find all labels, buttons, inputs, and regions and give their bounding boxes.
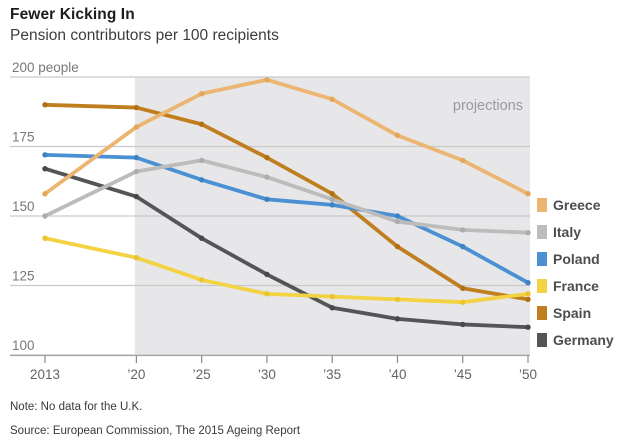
- line-poland: [42, 152, 531, 286]
- marker-poland: [42, 152, 48, 158]
- line-france: [42, 235, 531, 305]
- legend-swatch-greece: [537, 197, 547, 212]
- chart-header: Fewer Kicking In Pension contributors pe…: [10, 6, 279, 45]
- legend-item-france: France: [537, 277, 614, 294]
- pension-line-chart: 100 125 150 175 200 people projections 2013 ’20…: [10, 60, 537, 382]
- marker-france: [460, 299, 466, 305]
- chart-subtitle: Pension contributors per 100 recipients: [10, 27, 279, 44]
- chart-note: Note: No data for the U.K.: [10, 401, 143, 413]
- chart-legend: Greece Italy Poland France Spain Germany: [537, 196, 614, 358]
- marker-france: [264, 291, 270, 297]
- svg-text:’20: ’20: [127, 367, 145, 382]
- svg-text:150: 150: [12, 199, 35, 214]
- svg-text:’45: ’45: [454, 367, 472, 382]
- marker-poland: [264, 196, 270, 203]
- svg-text:125: 125: [12, 269, 35, 284]
- legend-swatch-poland: [537, 251, 547, 266]
- marker-spain: [42, 102, 48, 108]
- marker-france: [394, 296, 401, 303]
- marker-france: [198, 277, 205, 283]
- svg-text:100: 100: [12, 338, 35, 353]
- marker-poland: [525, 280, 531, 286]
- marker-spain: [133, 104, 140, 111]
- marker-france: [42, 235, 48, 241]
- marker-greece: [460, 157, 466, 164]
- chart-source: Source: European Commission, The 2015 Ag…: [10, 425, 301, 437]
- legend-label-france: France: [553, 277, 599, 294]
- marker-poland: [133, 154, 140, 161]
- svg-text:’25: ’25: [193, 367, 211, 382]
- marker-spain: [525, 296, 531, 303]
- legend-swatch-france: [537, 278, 547, 293]
- marker-france: [329, 293, 335, 300]
- marker-italy: [394, 218, 401, 225]
- marker-spain: [329, 191, 335, 197]
- line-greece: [42, 77, 531, 197]
- marker-germany: [460, 321, 466, 328]
- projections-label: projections: [453, 98, 523, 114]
- marker-italy: [198, 157, 205, 164]
- y-axis-labels: 100 125 150 175 200 people: [12, 60, 79, 353]
- marker-germany: [394, 316, 401, 322]
- legend-item-spain: Spain: [537, 304, 614, 321]
- svg-text:175: 175: [12, 130, 35, 145]
- marker-italy: [133, 168, 140, 175]
- line-italy: [42, 157, 531, 236]
- svg-text:200 people: 200 people: [12, 60, 79, 75]
- svg-text:2013: 2013: [30, 367, 60, 382]
- marker-poland: [329, 202, 335, 208]
- svg-text:’35: ’35: [323, 367, 341, 382]
- legend-item-germany: Germany: [537, 331, 614, 348]
- marker-greece: [264, 77, 270, 83]
- x-axis-labels: 2013 ’20 ’25 ’30 ’35 ’40 ’45 ’50: [30, 367, 537, 382]
- marker-italy: [329, 196, 335, 203]
- marker-poland: [198, 177, 205, 183]
- marker-france: [133, 255, 140, 261]
- marker-italy: [525, 229, 531, 236]
- legend-item-greece: Greece: [537, 196, 614, 213]
- marker-spain: [198, 121, 205, 127]
- legend-swatch-spain: [537, 305, 547, 320]
- marker-poland: [460, 243, 466, 250]
- svg-text:’40: ’40: [388, 367, 406, 382]
- legend-label-poland: Poland: [553, 250, 600, 267]
- legend-item-poland: Poland: [537, 250, 614, 267]
- legend-label-italy: Italy: [553, 223, 582, 240]
- marker-germany: [198, 235, 205, 241]
- line-spain: [42, 102, 531, 303]
- legend-label-germany: Germany: [553, 331, 614, 348]
- marker-germany: [264, 271, 270, 278]
- line-germany: [42, 166, 531, 330]
- marker-germany: [525, 324, 531, 330]
- marker-greece: [329, 96, 335, 102]
- chart-title: Fewer Kicking In: [10, 6, 135, 23]
- legend-label-spain: Spain: [553, 304, 592, 321]
- legend-swatch-italy: [537, 224, 547, 239]
- svg-text:’50: ’50: [519, 367, 537, 382]
- marker-spain: [394, 243, 401, 250]
- marker-germany: [329, 305, 335, 311]
- marker-germany: [42, 166, 48, 172]
- marker-spain: [264, 154, 270, 161]
- marker-greece: [198, 90, 205, 97]
- marker-poland: [394, 213, 401, 219]
- marker-italy: [264, 174, 270, 180]
- marker-france: [525, 291, 531, 297]
- legend-item-italy: Italy: [537, 223, 614, 240]
- marker-spain: [460, 285, 466, 291]
- marker-italy: [460, 227, 466, 233]
- marker-italy: [42, 213, 48, 219]
- marker-greece: [525, 191, 531, 197]
- svg-text:’30: ’30: [258, 367, 276, 382]
- x-axis-ticks: [44, 355, 529, 363]
- legend-swatch-germany: [537, 332, 547, 347]
- marker-greece: [394, 132, 401, 139]
- marker-germany: [133, 193, 140, 200]
- marker-greece: [133, 124, 140, 130]
- marker-greece: [42, 191, 48, 197]
- legend-label-greece: Greece: [553, 196, 601, 213]
